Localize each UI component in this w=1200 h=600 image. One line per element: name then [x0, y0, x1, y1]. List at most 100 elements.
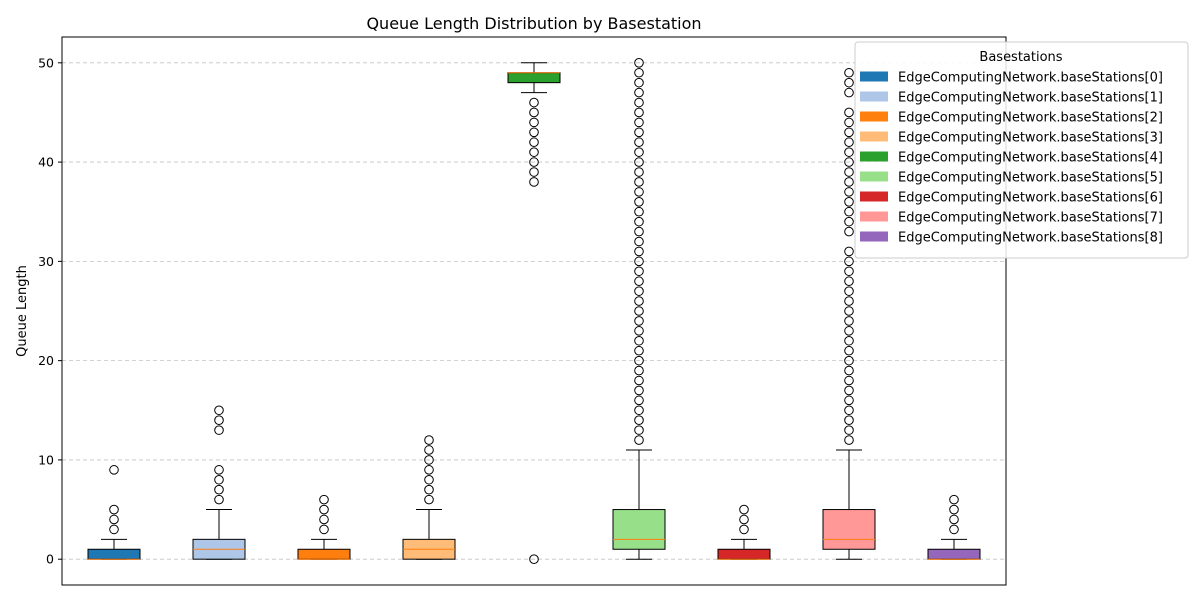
legend-label: EdgeComputingNetwork.baseStations[4] [898, 151, 1163, 166]
outlier-point [529, 554, 539, 564]
outlier-point [109, 504, 119, 515]
box-3 [402, 435, 456, 560]
outlier-point [529, 127, 539, 138]
outlier-point [844, 435, 854, 445]
outlier-point [844, 296, 854, 306]
outlier-point [844, 117, 854, 128]
outlier-point [844, 365, 854, 376]
outlier-point [634, 67, 644, 78]
legend-swatch [860, 151, 888, 162]
outlier-point [844, 425, 854, 435]
outlier-point [529, 157, 539, 167]
outlier-point [634, 256, 644, 267]
legend-swatch [860, 71, 888, 82]
box-7 [822, 67, 876, 560]
outlier-point [634, 435, 644, 445]
legend-label: EdgeComputingNetwork.baseStations[5] [898, 171, 1163, 186]
outlier-point [634, 316, 644, 326]
legend-swatch [860, 111, 888, 122]
outlier-point [844, 375, 854, 386]
outlier-point [739, 524, 749, 535]
outlier-point [634, 365, 644, 376]
y-tick-label: 10 [38, 452, 54, 467]
y-tick-label: 50 [38, 55, 54, 70]
outlier-point [529, 117, 539, 128]
outlier-point [844, 395, 854, 406]
outlier-point [634, 127, 644, 138]
outlier-point [634, 385, 644, 396]
legend-label: EdgeComputingNetwork.baseStations[8] [898, 231, 1163, 246]
box-body [87, 548, 141, 560]
legend-label: EdgeComputingNetwork.baseStations[6] [898, 191, 1163, 206]
y-axis-ticks: 0 10 20 30 40 50 [38, 55, 62, 567]
box-series-layer [87, 58, 981, 564]
plot-area-frame [61, 36, 1007, 586]
outlier-point [844, 157, 854, 167]
outlier-point [844, 206, 854, 217]
legend-label: EdgeComputingNetwork.baseStations[7] [898, 211, 1163, 226]
outlier-point [214, 425, 224, 435]
outlier-point [319, 514, 329, 525]
outlier-point [634, 107, 644, 118]
legend-swatch [860, 231, 888, 242]
outlier-point [634, 266, 644, 277]
outlier-point [634, 296, 644, 306]
y-tick-label: 0 [46, 552, 54, 567]
outlier-point [844, 385, 854, 396]
outlier-point [844, 137, 854, 148]
legend-label: EdgeComputingNetwork.baseStations[1] [898, 91, 1163, 106]
outlier-point [844, 355, 854, 366]
box-8 [927, 494, 981, 560]
outlier-point [109, 465, 119, 475]
outlier-point [949, 504, 959, 515]
outlier-point [634, 97, 644, 108]
box-body [507, 72, 561, 84]
outlier-point [424, 435, 434, 445]
outlier-point [844, 276, 854, 287]
outlier-point [844, 196, 854, 207]
box-body [297, 548, 351, 560]
outlier-point [634, 415, 644, 426]
outlier-point [634, 87, 644, 98]
outlier-point [739, 504, 749, 515]
outlier-point [319, 524, 329, 535]
box-body [927, 548, 981, 560]
outlier-point [109, 514, 119, 525]
outlier-point [319, 504, 329, 515]
outlier-point [844, 345, 854, 356]
legend-label: EdgeComputingNetwork.baseStations[0] [898, 71, 1163, 86]
outlier-point [739, 514, 749, 525]
box-1 [192, 405, 246, 560]
outlier-point [844, 167, 854, 177]
box-body [717, 548, 771, 560]
outlier-point [424, 494, 434, 505]
outlier-point [634, 276, 644, 287]
outlier-point [319, 494, 329, 505]
legend-swatch [860, 91, 888, 102]
outlier-point [844, 256, 854, 267]
outlier-point [214, 465, 224, 475]
legend-swatch [860, 171, 888, 182]
outlier-point [634, 395, 644, 406]
outlier-point [634, 345, 644, 356]
outlier-point [844, 127, 854, 138]
outlier-point [634, 335, 644, 346]
outlier-point [949, 514, 959, 525]
outlier-point [424, 465, 434, 475]
outlier-point [634, 137, 644, 148]
legend-label: EdgeComputingNetwork.baseStations[3] [898, 131, 1163, 146]
outlier-point [634, 196, 644, 207]
box-body [612, 509, 666, 550]
outlier-point [634, 117, 644, 128]
outlier-point [844, 226, 854, 237]
outlier-point [424, 455, 434, 465]
outlier-point [634, 77, 644, 88]
outlier-point [844, 415, 854, 426]
outlier-point [844, 67, 854, 78]
outlier-point [214, 494, 224, 505]
outlier-point [634, 147, 644, 157]
outlier-point [844, 87, 854, 98]
y-axis-label: Queue Length [15, 265, 30, 357]
outlier-point [634, 355, 644, 366]
